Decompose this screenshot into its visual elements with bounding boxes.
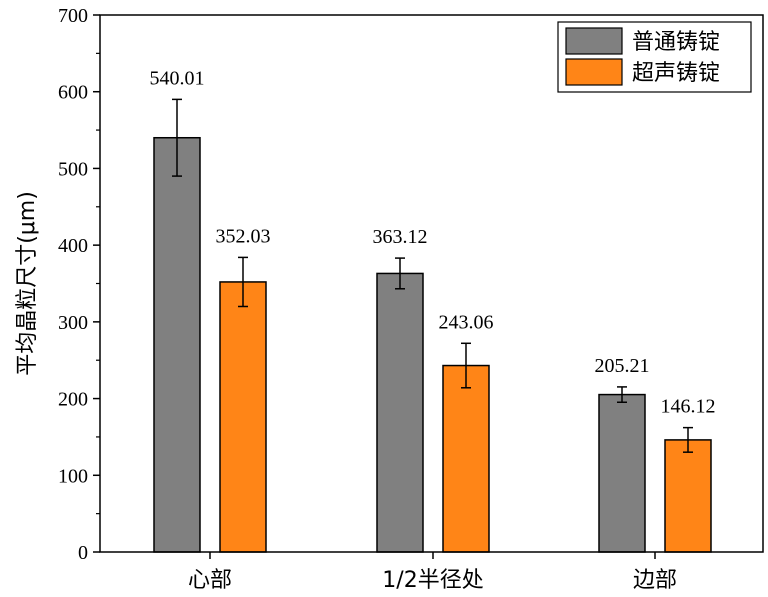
- y-axis-label: 平均晶粒尺寸(μm): [15, 191, 40, 376]
- data-label: 243.06: [439, 311, 494, 333]
- bar: [153, 136, 201, 553]
- x-tick-label: 1/2半径处: [382, 568, 483, 593]
- y-tick-label: 700: [58, 5, 88, 27]
- y-tick-label: 400: [58, 235, 88, 257]
- legend-label: 超声铸锭: [632, 61, 720, 86]
- y-tick-label: 0: [78, 542, 88, 564]
- bar: [598, 393, 646, 553]
- data-label: 352.03: [216, 225, 271, 247]
- bar: [376, 272, 424, 553]
- axes-layer: 0 100 200 300 400 500 600 700 心部 1/2半径处 边部: [58, 5, 764, 593]
- plot-layer: 540.01 363.12 205.21 352.03 243.06 146.12: [150, 67, 716, 553]
- y-tick-label: 500: [58, 158, 88, 180]
- bar: [219, 281, 267, 553]
- y-tick-label: 600: [58, 82, 88, 104]
- data-label: 205.21: [595, 355, 650, 377]
- x-tick-label: 边部: [633, 568, 677, 593]
- y-tick-label: 300: [58, 312, 88, 334]
- y-tick-label: 200: [58, 389, 88, 411]
- legend-label: 普通铸锭: [632, 30, 720, 55]
- data-label: 363.12: [373, 226, 428, 248]
- bar: [442, 364, 490, 553]
- data-label: 540.01: [150, 67, 205, 89]
- legend-swatch: [565, 58, 623, 86]
- x-tick-label: 心部: [188, 568, 232, 593]
- y-tick-label: 100: [58, 465, 88, 487]
- bar: [664, 439, 712, 553]
- legend-swatch: [565, 27, 623, 55]
- data-label: 146.12: [661, 396, 716, 418]
